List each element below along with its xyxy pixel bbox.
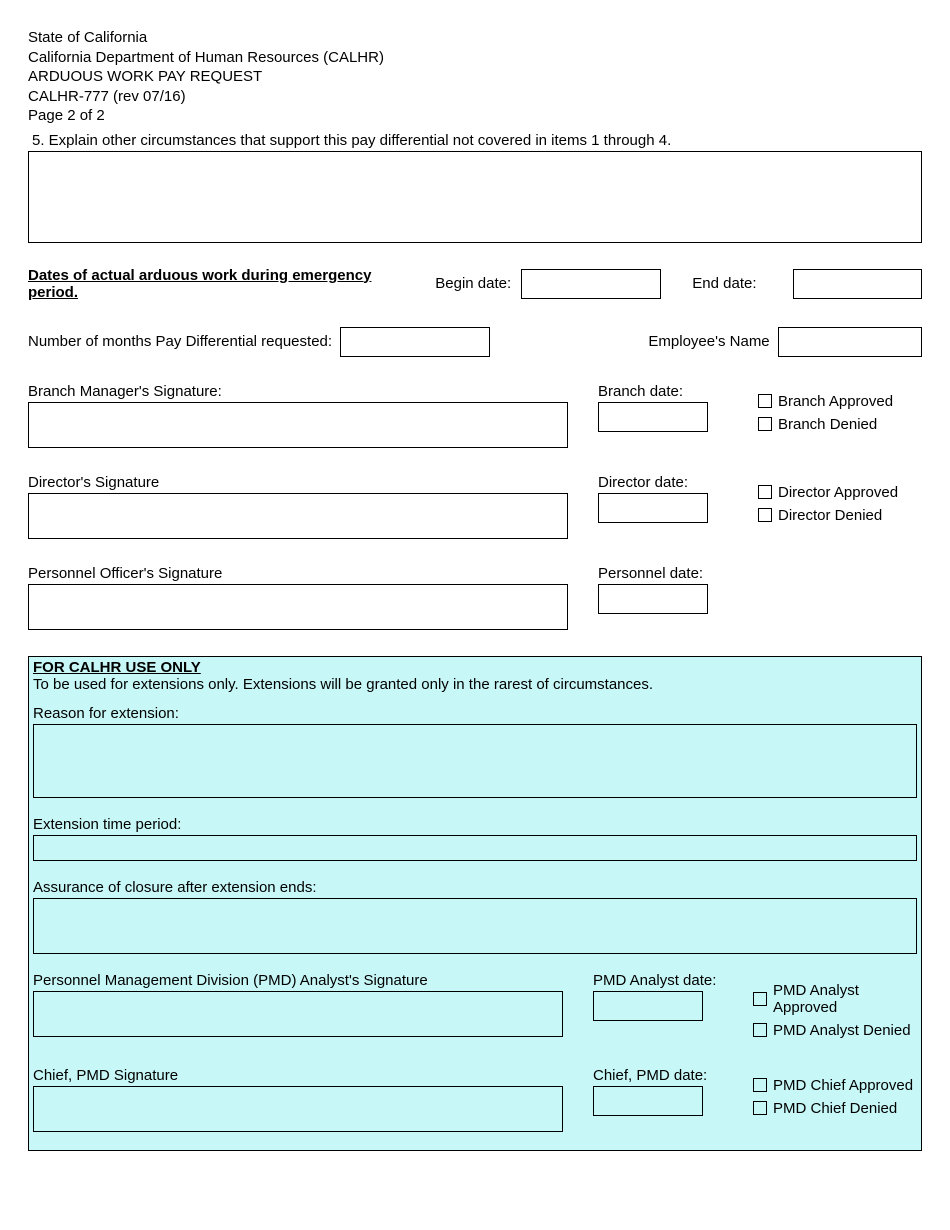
end-date-label: End date: bbox=[692, 275, 756, 292]
director-sig-input[interactable] bbox=[28, 493, 568, 539]
director-sig-label: Director's Signature bbox=[28, 474, 568, 491]
pmd-analyst-sig-input[interactable] bbox=[33, 991, 563, 1037]
personnel-sig-label: Personnel Officer's Signature bbox=[28, 565, 568, 582]
branch-date-input[interactable] bbox=[598, 402, 708, 432]
dates-heading: Dates of actual arduous work during emer… bbox=[28, 267, 399, 301]
director-signature-block: Director's Signature Director date: Dire… bbox=[28, 474, 922, 539]
pmd-analyst-sig-label: Personnel Management Division (PMD) Anal… bbox=[33, 972, 563, 989]
pmd-analyst-denied-checkbox[interactable] bbox=[753, 1023, 767, 1037]
director-denied-checkbox[interactable] bbox=[758, 508, 772, 522]
begin-date-input[interactable] bbox=[521, 269, 661, 299]
pmd-chief-denied-label: PMD Chief Denied bbox=[773, 1100, 897, 1117]
pmd-chief-signature-block: Chief, PMD Signature Chief, PMD date: PM… bbox=[33, 1067, 917, 1132]
director-approved-label: Director Approved bbox=[778, 484, 898, 501]
employee-name-label: Employee's Name bbox=[648, 333, 769, 350]
pmd-chief-approved-label: PMD Chief Approved bbox=[773, 1077, 913, 1094]
pmd-chief-date-label: Chief, PMD date: bbox=[593, 1067, 723, 1084]
branch-approved-label: Branch Approved bbox=[778, 393, 893, 410]
branch-approved-checkbox[interactable] bbox=[758, 394, 772, 408]
pmd-analyst-date-label: PMD Analyst date: bbox=[593, 972, 723, 989]
header-page: Page 2 of 2 bbox=[28, 106, 922, 126]
item5-label: 5. Explain other circumstances that supp… bbox=[32, 132, 922, 149]
director-approved-checkbox[interactable] bbox=[758, 485, 772, 499]
item5-input[interactable] bbox=[28, 151, 922, 243]
closure-input[interactable] bbox=[33, 898, 917, 954]
branch-sig-label: Branch Manager's Signature: bbox=[28, 383, 568, 400]
employee-name-input[interactable] bbox=[778, 327, 922, 357]
branch-sig-input[interactable] bbox=[28, 402, 568, 448]
header-form-title: ARDUOUS WORK PAY REQUEST bbox=[28, 67, 922, 87]
pmd-chief-approved-checkbox[interactable] bbox=[753, 1078, 767, 1092]
end-date-input[interactable] bbox=[793, 269, 922, 299]
pmd-chief-sig-label: Chief, PMD Signature bbox=[33, 1067, 563, 1084]
period-input[interactable] bbox=[33, 835, 917, 861]
pmd-chief-denied-checkbox[interactable] bbox=[753, 1101, 767, 1115]
dates-row: Dates of actual arduous work during emer… bbox=[28, 267, 922, 301]
months-label: Number of months Pay Differential reques… bbox=[28, 333, 332, 350]
reason-label: Reason for extension: bbox=[33, 705, 921, 722]
branch-denied-label: Branch Denied bbox=[778, 416, 877, 433]
reason-input[interactable] bbox=[33, 724, 917, 798]
form-header: State of California California Departmen… bbox=[28, 28, 922, 126]
pmd-analyst-approved-checkbox[interactable] bbox=[753, 992, 767, 1006]
branch-signature-block: Branch Manager's Signature: Branch date:… bbox=[28, 383, 922, 448]
director-date-input[interactable] bbox=[598, 493, 708, 523]
branch-date-label: Branch date: bbox=[598, 383, 728, 400]
personnel-signature-block: Personnel Officer's Signature Personnel … bbox=[28, 565, 922, 630]
personnel-date-label: Personnel date: bbox=[598, 565, 728, 582]
pmd-analyst-date-input[interactable] bbox=[593, 991, 703, 1021]
begin-date-label: Begin date: bbox=[435, 275, 511, 292]
personnel-date-input[interactable] bbox=[598, 584, 708, 614]
calhr-subtitle: To be used for extensions only. Extensio… bbox=[29, 676, 921, 705]
header-state: State of California bbox=[28, 28, 922, 48]
pmd-analyst-denied-label: PMD Analyst Denied bbox=[773, 1022, 911, 1039]
pmd-chief-date-input[interactable] bbox=[593, 1086, 703, 1116]
pmd-chief-sig-input[interactable] bbox=[33, 1086, 563, 1132]
closure-label: Assurance of closure after extension end… bbox=[33, 879, 921, 896]
pmd-analyst-signature-block: Personnel Management Division (PMD) Anal… bbox=[33, 972, 917, 1045]
header-form-number: CALHR-777 (rev 07/16) bbox=[28, 87, 922, 107]
calhr-use-only-section: FOR CALHR USE ONLY To be used for extens… bbox=[28, 656, 922, 1151]
calhr-title: FOR CALHR USE ONLY bbox=[29, 657, 921, 676]
director-denied-label: Director Denied bbox=[778, 507, 882, 524]
personnel-sig-input[interactable] bbox=[28, 584, 568, 630]
director-date-label: Director date: bbox=[598, 474, 728, 491]
branch-denied-checkbox[interactable] bbox=[758, 417, 772, 431]
pmd-analyst-approved-label: PMD Analyst Approved bbox=[773, 982, 917, 1016]
period-label: Extension time period: bbox=[33, 816, 921, 833]
header-dept: California Department of Human Resources… bbox=[28, 48, 922, 68]
months-input[interactable] bbox=[340, 327, 490, 357]
months-emp-row: Number of months Pay Differential reques… bbox=[28, 327, 922, 357]
